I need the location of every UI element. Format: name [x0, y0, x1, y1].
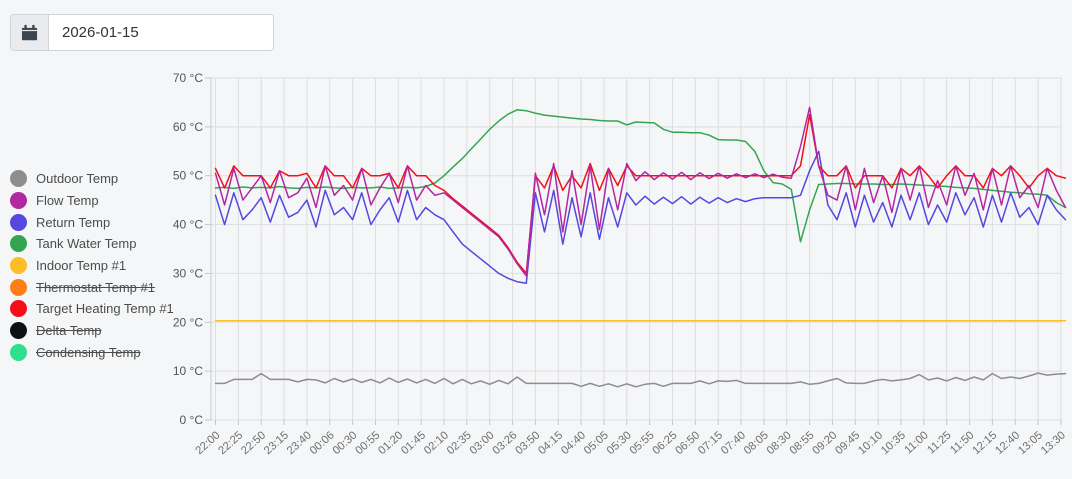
x-axis-tick-label: 03:00 [468, 429, 497, 457]
legend-item-label: Tank Water Temp [36, 236, 137, 252]
y-axis-tick-label: 20 °C [173, 315, 203, 329]
legend-color-dot [10, 343, 27, 361]
x-axis-tick-label: 23:15 [262, 429, 291, 457]
series-line-flow-temp [214, 106, 1067, 277]
x-axis-tick-label: 09:20 [810, 429, 839, 457]
date-input[interactable] [49, 15, 273, 50]
legend-item-target-heating-temp-1[interactable]: Target Heating Temp #1 [10, 298, 174, 320]
legend-item-delta-temp[interactable]: Delta Temp [10, 320, 174, 342]
x-axis-tick-label: 08:30 [765, 429, 794, 457]
x-axis-tick-label: 01:20 [376, 429, 405, 457]
legend-color-dot [10, 300, 27, 318]
y-axis-tick-label: 60 °C [173, 120, 203, 134]
legend-item-label: Flow Temp [36, 193, 99, 209]
date-picker-icon-box[interactable] [11, 15, 49, 50]
x-axis-tick-label: 12:40 [993, 429, 1022, 457]
chart-legend: Outdoor Temp Flow Temp Return Temp Tank Wat… [10, 168, 174, 363]
chart-grid [205, 77, 1062, 425]
x-axis-tick-label: 23:40 [285, 429, 314, 457]
legend-item-thermostat-temp-1[interactable]: Thermostat Temp #1 [10, 276, 174, 298]
y-axis-tick-label: 30 °C [173, 266, 203, 280]
x-axis-tick-label: 06:25 [650, 429, 679, 457]
legend-item-label: Target Heating Temp #1 [36, 301, 174, 317]
legend-item-indoor-temp-1[interactable]: Indoor Temp #1 [10, 255, 174, 277]
x-axis-tick-label: 22:25 [216, 429, 245, 457]
x-axis-tick-label: 04:15 [536, 429, 565, 457]
series-line-target-heating-temp-1 [214, 113, 1067, 275]
legend-color-dot [10, 322, 27, 340]
x-axis-tick-label: 09:45 [833, 429, 862, 457]
x-axis-tick-label: 04:40 [559, 429, 588, 457]
legend-item-label: Return Temp [36, 214, 111, 230]
series-line-return-temp [214, 150, 1067, 284]
x-axis-tick-label: 00:55 [353, 429, 382, 457]
x-axis-tick-label: 08:55 [788, 429, 817, 457]
series-line-outdoor-temp [214, 372, 1067, 388]
x-axis-tick-label: 02:35 [445, 429, 474, 457]
x-axis-tick-label: 03:26 [491, 429, 520, 457]
x-axis-tick-label: 13:30 [1039, 429, 1068, 457]
y-axis-tick-label: 70 °C [173, 71, 203, 85]
legend-item-label: Indoor Temp #1 [36, 258, 127, 274]
x-axis-tick-label: 02:10 [422, 429, 451, 457]
x-axis-tick-label: 10:10 [856, 429, 885, 457]
legend-item-return-temp[interactable]: Return Temp [10, 211, 174, 233]
x-axis-tick-label: 01:45 [399, 429, 428, 457]
x-axis-tick-label: 06:50 [673, 429, 702, 457]
x-axis-tick-label: 00:06 [308, 429, 337, 457]
legend-item-label: Outdoor Temp [36, 171, 119, 187]
legend-color-dot [10, 213, 27, 231]
legend-item-condensing-temp[interactable]: Condensing Temp [10, 342, 174, 364]
legend-item-label: Delta Temp [36, 323, 102, 339]
legend-item-outdoor-temp[interactable]: Outdoor Temp [10, 168, 174, 190]
legend-color-dot [10, 170, 27, 188]
x-axis-tick-label: 08:05 [742, 429, 771, 457]
legend-color-dot [10, 192, 27, 210]
y-axis-tick-label: 40 °C [173, 218, 203, 232]
legend-item-tank-water-temp[interactable]: Tank Water Temp [10, 233, 174, 255]
x-axis-tick-label: 13:05 [1016, 429, 1045, 457]
x-axis-tick-label: 07:15 [696, 429, 725, 457]
x-axis-tick-label: 05:05 [582, 429, 611, 457]
x-axis-tick-label: 12:15 [970, 429, 999, 457]
x-axis-tick-label: 07:40 [719, 429, 748, 457]
legend-color-dot [10, 257, 27, 275]
legend-item-flow-temp[interactable]: Flow Temp [10, 190, 174, 212]
legend-item-label: Condensing Temp [36, 344, 141, 360]
calendar-icon [21, 24, 38, 41]
x-axis-tick-label: 22:50 [239, 429, 268, 457]
x-axis-tick-label: 11:25 [925, 429, 953, 456]
y-axis-tick-label: 10 °C [173, 364, 203, 378]
legend-color-dot [10, 278, 27, 296]
y-axis-tick-label: 0 °C [180, 413, 204, 427]
x-axis-tick-label: 11:50 [948, 429, 976, 456]
x-axis-tick-label: 22:00 [193, 429, 222, 457]
x-axis-tick-label: 05:30 [605, 429, 634, 457]
x-axis-tick-label: 05:55 [628, 429, 657, 457]
x-axis-tick-label: 11:00 [902, 429, 930, 456]
date-picker[interactable] [10, 14, 274, 51]
y-axis-tick-label: 50 °C [173, 169, 203, 183]
legend-color-dot [10, 235, 27, 253]
x-axis-tick-label: 00:30 [331, 429, 360, 457]
x-axis-tick-label: 10:35 [879, 429, 908, 457]
legend-item-label: Thermostat Temp #1 [36, 279, 155, 295]
x-axis-tick-label: 03:50 [513, 429, 542, 457]
